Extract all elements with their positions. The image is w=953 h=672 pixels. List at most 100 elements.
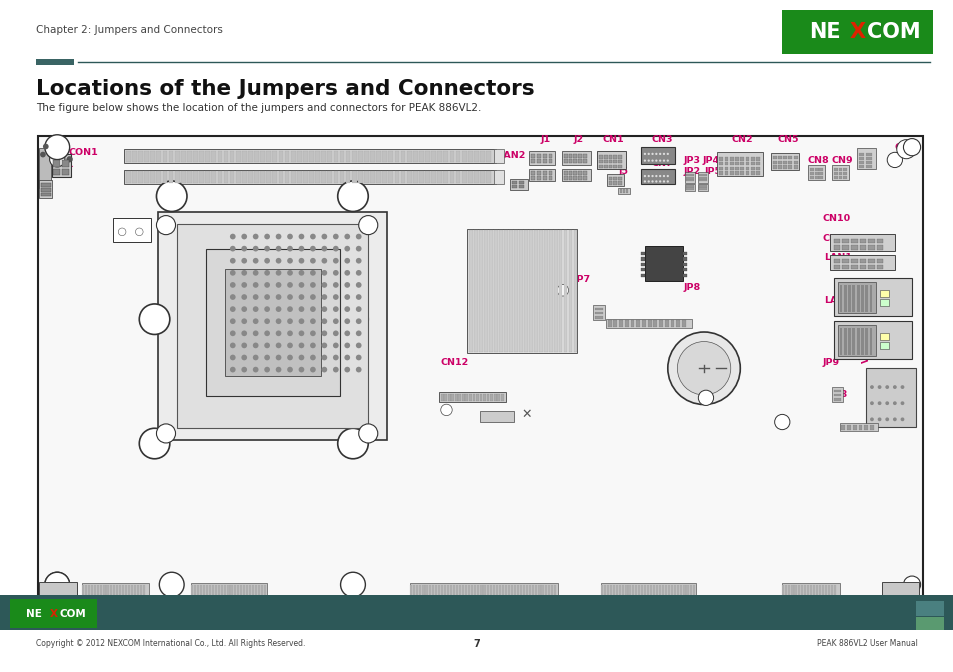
Bar (879, 299, 888, 306)
Circle shape (264, 246, 270, 251)
Bar (517, 585, 518, 595)
Bar (174, 171, 179, 183)
Bar (842, 168, 846, 171)
Bar (36, 59, 74, 65)
Bar (498, 585, 500, 595)
Bar (125, 585, 127, 595)
Circle shape (241, 294, 247, 300)
Bar (568, 171, 572, 175)
Bar (230, 151, 234, 162)
Bar (640, 268, 644, 271)
Bar (537, 171, 540, 175)
Bar (468, 585, 470, 595)
Bar (510, 179, 527, 190)
Bar (212, 585, 214, 595)
Bar (461, 151, 466, 162)
Bar (518, 185, 523, 188)
Circle shape (310, 270, 315, 276)
Circle shape (253, 234, 258, 239)
Circle shape (310, 306, 315, 312)
Bar (641, 320, 645, 327)
Bar (62, 160, 69, 167)
Bar (437, 585, 439, 595)
Circle shape (333, 234, 338, 239)
Bar (809, 176, 813, 179)
Bar (863, 425, 867, 430)
Bar (613, 585, 615, 595)
Text: CON1: CON1 (69, 149, 98, 157)
Bar (474, 585, 476, 595)
Circle shape (666, 159, 668, 162)
Bar (787, 161, 791, 164)
Bar (217, 171, 222, 183)
Bar (248, 171, 253, 183)
Circle shape (287, 234, 293, 239)
Bar (382, 171, 387, 183)
Bar (850, 265, 857, 269)
Circle shape (651, 159, 653, 162)
Bar (91, 585, 93, 595)
Circle shape (877, 417, 881, 421)
Bar (443, 151, 448, 162)
Bar (869, 425, 873, 430)
Bar (425, 151, 430, 162)
Bar (608, 181, 612, 185)
Bar (235, 151, 240, 162)
Circle shape (310, 355, 315, 360)
Text: Chapter 2: Jumpers and Connectors: Chapter 2: Jumpers and Connectors (36, 26, 223, 35)
Bar (500, 394, 503, 401)
Bar (667, 585, 670, 595)
Bar (879, 342, 888, 349)
Circle shape (275, 331, 281, 336)
Bar (719, 162, 722, 165)
Circle shape (287, 246, 293, 251)
Text: VGA: VGA (887, 391, 893, 405)
Bar (53, 160, 60, 167)
Bar (461, 394, 464, 401)
Circle shape (264, 319, 270, 324)
Bar (652, 585, 655, 595)
Bar (782, 161, 786, 164)
Bar (606, 585, 609, 595)
Bar (685, 174, 693, 176)
Bar (467, 171, 472, 183)
Bar (193, 151, 197, 162)
Bar (542, 159, 546, 163)
Bar (724, 171, 728, 175)
Bar (472, 394, 475, 401)
Bar (856, 285, 859, 312)
Bar (682, 252, 686, 255)
Circle shape (344, 294, 350, 300)
Circle shape (655, 175, 657, 177)
Circle shape (135, 228, 143, 236)
Bar (806, 585, 808, 595)
Bar (621, 585, 624, 595)
Bar (869, 328, 871, 355)
Circle shape (275, 234, 281, 239)
Bar (528, 230, 532, 352)
Text: CN2: CN2 (731, 135, 752, 144)
Bar (400, 171, 405, 183)
Bar (618, 155, 621, 159)
Bar (395, 171, 399, 183)
Bar (474, 151, 478, 162)
Bar (218, 585, 220, 595)
Circle shape (896, 140, 915, 159)
Bar (537, 154, 540, 158)
Bar (833, 398, 841, 401)
Bar (209, 585, 211, 595)
Bar (542, 171, 546, 175)
Circle shape (666, 153, 668, 155)
Bar (689, 585, 691, 595)
Bar (140, 585, 142, 595)
Circle shape (662, 159, 664, 162)
Circle shape (241, 367, 247, 372)
Bar (231, 585, 233, 595)
Circle shape (884, 385, 888, 389)
Bar (859, 259, 865, 263)
Bar (847, 328, 850, 355)
Bar (833, 259, 840, 263)
Bar (833, 394, 841, 396)
Circle shape (677, 341, 730, 395)
Circle shape (659, 180, 660, 183)
